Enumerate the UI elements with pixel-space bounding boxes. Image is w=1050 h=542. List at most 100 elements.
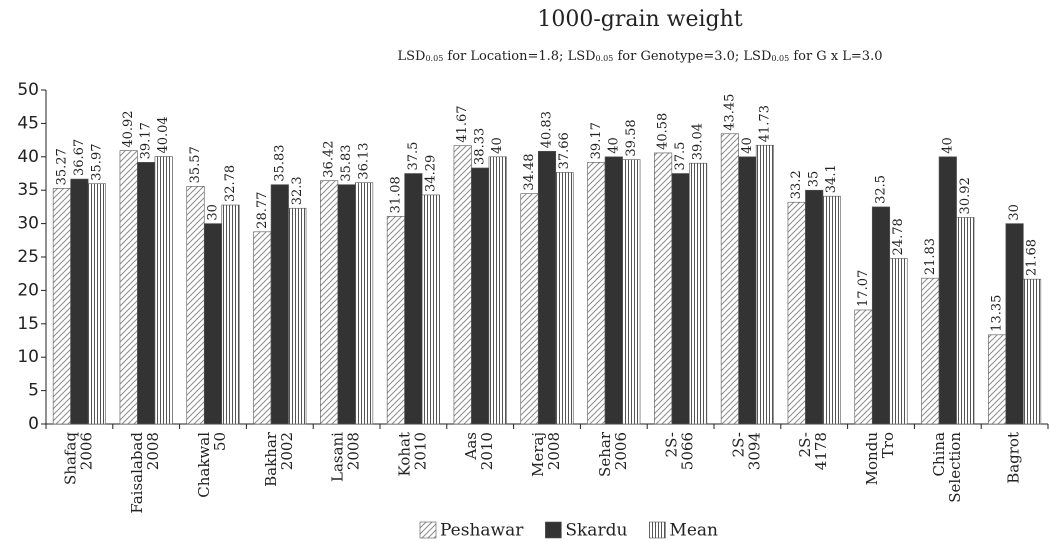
y-tick-label: 0 (28, 414, 39, 434)
bar (471, 167, 490, 425)
bar (956, 217, 975, 425)
subtitle-part: LSD (568, 49, 596, 64)
subtitle-part: for G x L=3.0 (789, 49, 882, 64)
bar (87, 183, 106, 425)
value-label: 31.08 (388, 176, 403, 213)
value-label: 32.78 (223, 165, 238, 202)
x-tick-label: 2010 (411, 432, 429, 470)
y-tick-label: 20 (17, 280, 39, 300)
bar (137, 162, 156, 425)
x-tick-label: Aas (462, 432, 480, 460)
x-tick-label: 50 (211, 432, 229, 451)
legend-label: Skardu (565, 521, 627, 541)
value-label: 35.57 (188, 146, 203, 183)
bar (453, 145, 472, 425)
bar (938, 156, 957, 425)
bar (738, 156, 757, 425)
chart-subtitle: LSD0.05 for Location=1.8; LSD0.05 for Ge… (398, 49, 883, 64)
x-tick-label: 2S- (663, 432, 681, 457)
chart-title: 1000-grain weight (537, 7, 742, 32)
bar (119, 150, 138, 425)
x-tick-label: China (930, 432, 948, 477)
value-label: 40.92 (121, 110, 136, 147)
bar (854, 309, 873, 425)
bar (520, 193, 539, 425)
value-label: 38.33 (473, 128, 488, 165)
bar (355, 182, 374, 425)
x-tick-label: 2002 (278, 432, 296, 470)
value-label: 21.83 (923, 238, 938, 275)
value-label: 30.92 (958, 177, 973, 214)
value-label: 17.07 (856, 270, 871, 307)
x-tick-label: 2008 (545, 432, 563, 470)
value-label: 40.04 (156, 116, 171, 153)
x-tick-label: Shafaq (61, 432, 79, 485)
subtitle-part: 0.05 (771, 54, 789, 63)
value-label: 21.68 (1025, 239, 1040, 276)
value-label: 35 (807, 171, 822, 188)
x-tick-label: Meraj (529, 432, 547, 477)
x-tick-label: 2010 (478, 432, 496, 470)
value-label: 39.17 (139, 122, 154, 159)
value-label: 34.29 (423, 155, 438, 192)
bar (421, 194, 440, 425)
bar (221, 204, 240, 425)
value-label: 33.2 (789, 170, 804, 199)
bar (889, 258, 908, 425)
y-tick-label: 30 (17, 214, 39, 234)
y-tick-label: 40 (17, 147, 39, 167)
value-label: 40 (490, 137, 505, 154)
value-label: 40.58 (656, 113, 671, 150)
bar (203, 223, 223, 425)
bar (1005, 223, 1024, 425)
x-tick-label: Lasani (329, 432, 347, 482)
subtitle-part: for Location=1.8; (443, 49, 567, 64)
value-label: 32.5 (874, 175, 889, 204)
x-tick-label: Sehar (596, 431, 614, 477)
bar (555, 172, 574, 425)
subtitle-part: for Genotype=3.0; (613, 49, 743, 64)
value-label: 39.04 (691, 123, 706, 160)
y-tick-label: 10 (17, 347, 39, 367)
x-tick-label: Kohat (395, 432, 413, 476)
bar (720, 133, 739, 425)
value-label: 13.35 (990, 295, 1005, 332)
bar (386, 216, 405, 425)
x-tick-label: 3094 (745, 432, 763, 470)
legend-swatch (419, 521, 437, 539)
bar (787, 201, 806, 425)
subtitle-part: LSD (398, 49, 426, 64)
value-label: 30 (1007, 204, 1022, 221)
value-label: 36.42 (322, 140, 337, 177)
value-label: 41.73 (757, 105, 772, 142)
value-label: 32.3 (290, 176, 305, 205)
value-label: 36.67 (72, 139, 87, 176)
y-tick-label: 45 (17, 113, 39, 133)
bar (604, 156, 623, 425)
x-tick-label: Tro (879, 432, 897, 458)
bar (253, 231, 272, 425)
x-tick-label: 2S- (796, 432, 814, 457)
y-tick-label: 25 (17, 247, 39, 267)
x-tick-label: 2008 (345, 432, 363, 470)
bar (320, 180, 339, 425)
value-label: 37.66 (557, 132, 572, 169)
bar (337, 184, 356, 425)
value-label: 35.97 (89, 144, 104, 181)
x-tick-label: 2008 (144, 432, 162, 470)
x-tick-label: 2006 (77, 432, 95, 470)
legend-label: Mean (669, 521, 718, 541)
y-tick-label: 50 (17, 80, 39, 100)
bar (654, 152, 673, 425)
value-label: 40.83 (540, 111, 555, 148)
value-label: 35.83 (272, 144, 287, 181)
x-tick-label: 5066 (679, 432, 697, 470)
bar (622, 159, 641, 425)
bar (755, 144, 774, 425)
bar (186, 186, 205, 425)
x-tick-label: Bagrot (1005, 432, 1023, 484)
value-label: 28.77 (255, 192, 270, 229)
bar (689, 162, 708, 425)
value-label: 40 (606, 137, 621, 154)
